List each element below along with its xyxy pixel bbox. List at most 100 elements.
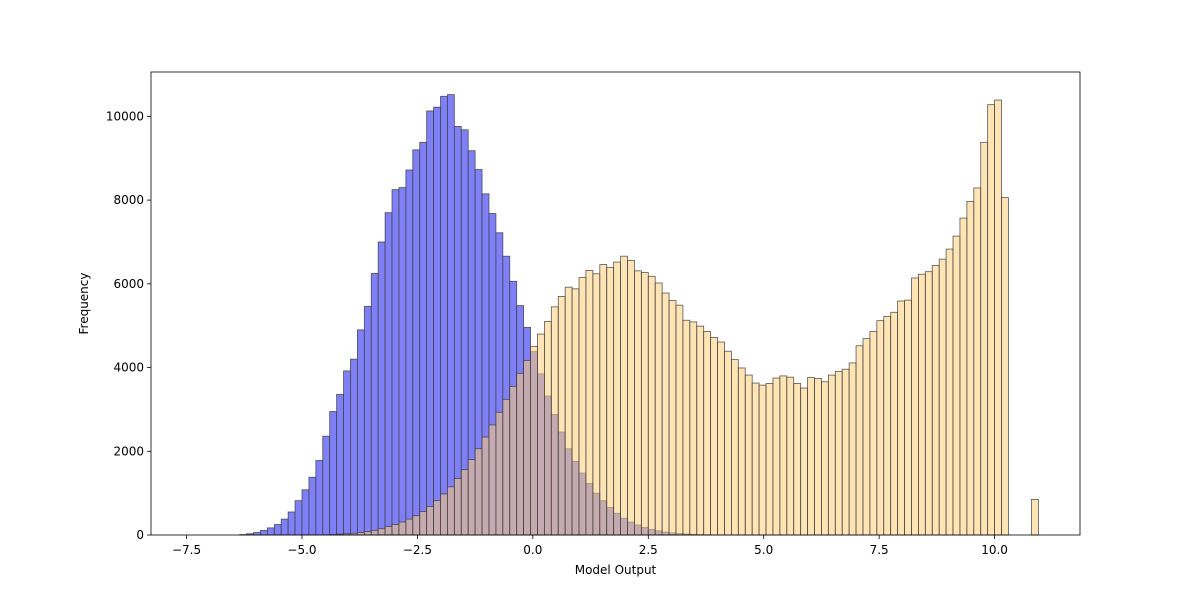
histogram-bar bbox=[384, 212, 393, 536]
histogram-bar bbox=[370, 272, 379, 536]
histogram-bar bbox=[765, 383, 774, 536]
histogram-bar bbox=[585, 270, 594, 536]
histogram-bar bbox=[273, 524, 282, 536]
histogram-bar bbox=[952, 235, 961, 536]
histogram-bar bbox=[315, 460, 324, 536]
histogram-bar bbox=[654, 282, 663, 536]
histogram-bar bbox=[447, 94, 455, 536]
histogram-bar bbox=[931, 265, 940, 536]
histogram-bar bbox=[689, 321, 698, 536]
y-axis-title: Frequency bbox=[77, 273, 91, 335]
histogram-bar bbox=[557, 295, 566, 536]
histogram-bar bbox=[564, 286, 573, 536]
histogram-bar bbox=[1001, 197, 1009, 536]
y-tick-label: 2000 bbox=[113, 444, 144, 458]
histogram-bar bbox=[620, 255, 628, 536]
histogram-bar bbox=[308, 476, 317, 536]
histogram-bar bbox=[398, 187, 407, 536]
histogram-bar bbox=[599, 264, 608, 536]
histogram-bar bbox=[834, 370, 843, 536]
histogram-bar bbox=[751, 382, 760, 536]
histogram-bar bbox=[433, 500, 441, 536]
x-tick-label: −7.5 bbox=[172, 543, 201, 557]
histogram-bar bbox=[419, 141, 428, 536]
histogram-bar bbox=[821, 381, 829, 536]
histogram-bar bbox=[287, 511, 296, 536]
histogram-bar bbox=[537, 333, 545, 536]
histogram-bar bbox=[606, 267, 615, 536]
histogram-bar bbox=[440, 493, 448, 536]
x-tick-label: 2.5 bbox=[639, 543, 658, 557]
histogram-bar bbox=[412, 149, 421, 536]
histogram-bar bbox=[980, 141, 989, 536]
histogram-bar bbox=[495, 411, 504, 536]
y-axis: 0 2000 4000 6000 8000 10000 bbox=[106, 109, 151, 542]
histogram-bar bbox=[384, 526, 393, 536]
histogram-bar bbox=[634, 270, 642, 536]
x-tick-label: 0.0 bbox=[523, 543, 542, 557]
histogram-bar bbox=[613, 261, 621, 536]
y-tick-label: 8000 bbox=[113, 193, 144, 207]
histogram-bar bbox=[370, 530, 379, 536]
histogram-bar bbox=[523, 360, 531, 536]
histogram-bar bbox=[640, 272, 649, 536]
histogram-bar bbox=[668, 300, 677, 536]
histogram-bar bbox=[876, 320, 885, 536]
histogram-bar bbox=[426, 110, 434, 536]
histogram-bar bbox=[855, 345, 864, 536]
histogram-bar bbox=[841, 368, 850, 536]
histogram-bar bbox=[440, 95, 448, 536]
histogram-bar bbox=[897, 300, 905, 536]
histogram-bar bbox=[391, 189, 400, 536]
histogram-bar bbox=[363, 306, 372, 536]
histogram-bar bbox=[481, 436, 490, 536]
histogram-bar bbox=[987, 104, 995, 536]
histogram-bar bbox=[627, 259, 635, 536]
histogram-bar bbox=[973, 187, 982, 536]
histogram-bar bbox=[377, 241, 386, 536]
histogram-bar bbox=[294, 500, 303, 536]
histogram-bar bbox=[301, 489, 310, 536]
x-axis: −7.5 −5.0 −2.5 0.0 2.5 5.0 7.5 10.0 bbox=[172, 535, 1008, 557]
histogram-bar bbox=[467, 459, 476, 536]
histogram-bar bbox=[336, 393, 344, 536]
histogram-bar bbox=[453, 478, 462, 536]
histogram-bar bbox=[661, 292, 670, 536]
histogram-bar bbox=[1031, 499, 1039, 536]
histogram-bar bbox=[675, 304, 684, 536]
histogram-bar bbox=[453, 126, 462, 536]
histogram-bar bbox=[703, 331, 712, 536]
histogram-bar bbox=[696, 325, 705, 536]
histogram-bar bbox=[848, 362, 857, 536]
histogram-bar bbox=[266, 527, 275, 536]
histogram-bar bbox=[744, 374, 753, 536]
histogram-bar bbox=[917, 273, 926, 536]
histogram-bar bbox=[710, 337, 718, 536]
histogram-bar bbox=[405, 518, 414, 536]
histogram-bar bbox=[260, 530, 268, 536]
histogram-bar bbox=[807, 377, 815, 536]
histogram-bar bbox=[737, 367, 746, 536]
histogram-bar bbox=[924, 271, 933, 536]
histogram-bar bbox=[966, 200, 975, 536]
histogram-bar bbox=[786, 376, 795, 536]
histogram-bar bbox=[883, 316, 892, 536]
y-tick-label: 0 bbox=[136, 528, 144, 542]
histogram-bar bbox=[959, 217, 968, 536]
plot-frame bbox=[150, 71, 1081, 536]
histogram-bar bbox=[398, 521, 407, 536]
x-tick-label: 7.5 bbox=[870, 543, 889, 557]
histogram-bar bbox=[509, 385, 518, 536]
histogram-bar bbox=[391, 524, 400, 536]
histogram-bar bbox=[758, 384, 767, 536]
histogram-bar bbox=[682, 319, 691, 536]
x-tick-label: −2.5 bbox=[403, 543, 432, 557]
histogram-bar bbox=[433, 106, 441, 536]
x-tick-label: 5.0 bbox=[754, 543, 773, 557]
y-tick-label: 10000 bbox=[106, 109, 144, 123]
histogram-bar bbox=[412, 515, 421, 536]
x-axis-title: Model Output bbox=[575, 563, 657, 577]
histogram-bar bbox=[343, 370, 351, 536]
y-tick-label: 4000 bbox=[113, 361, 144, 375]
